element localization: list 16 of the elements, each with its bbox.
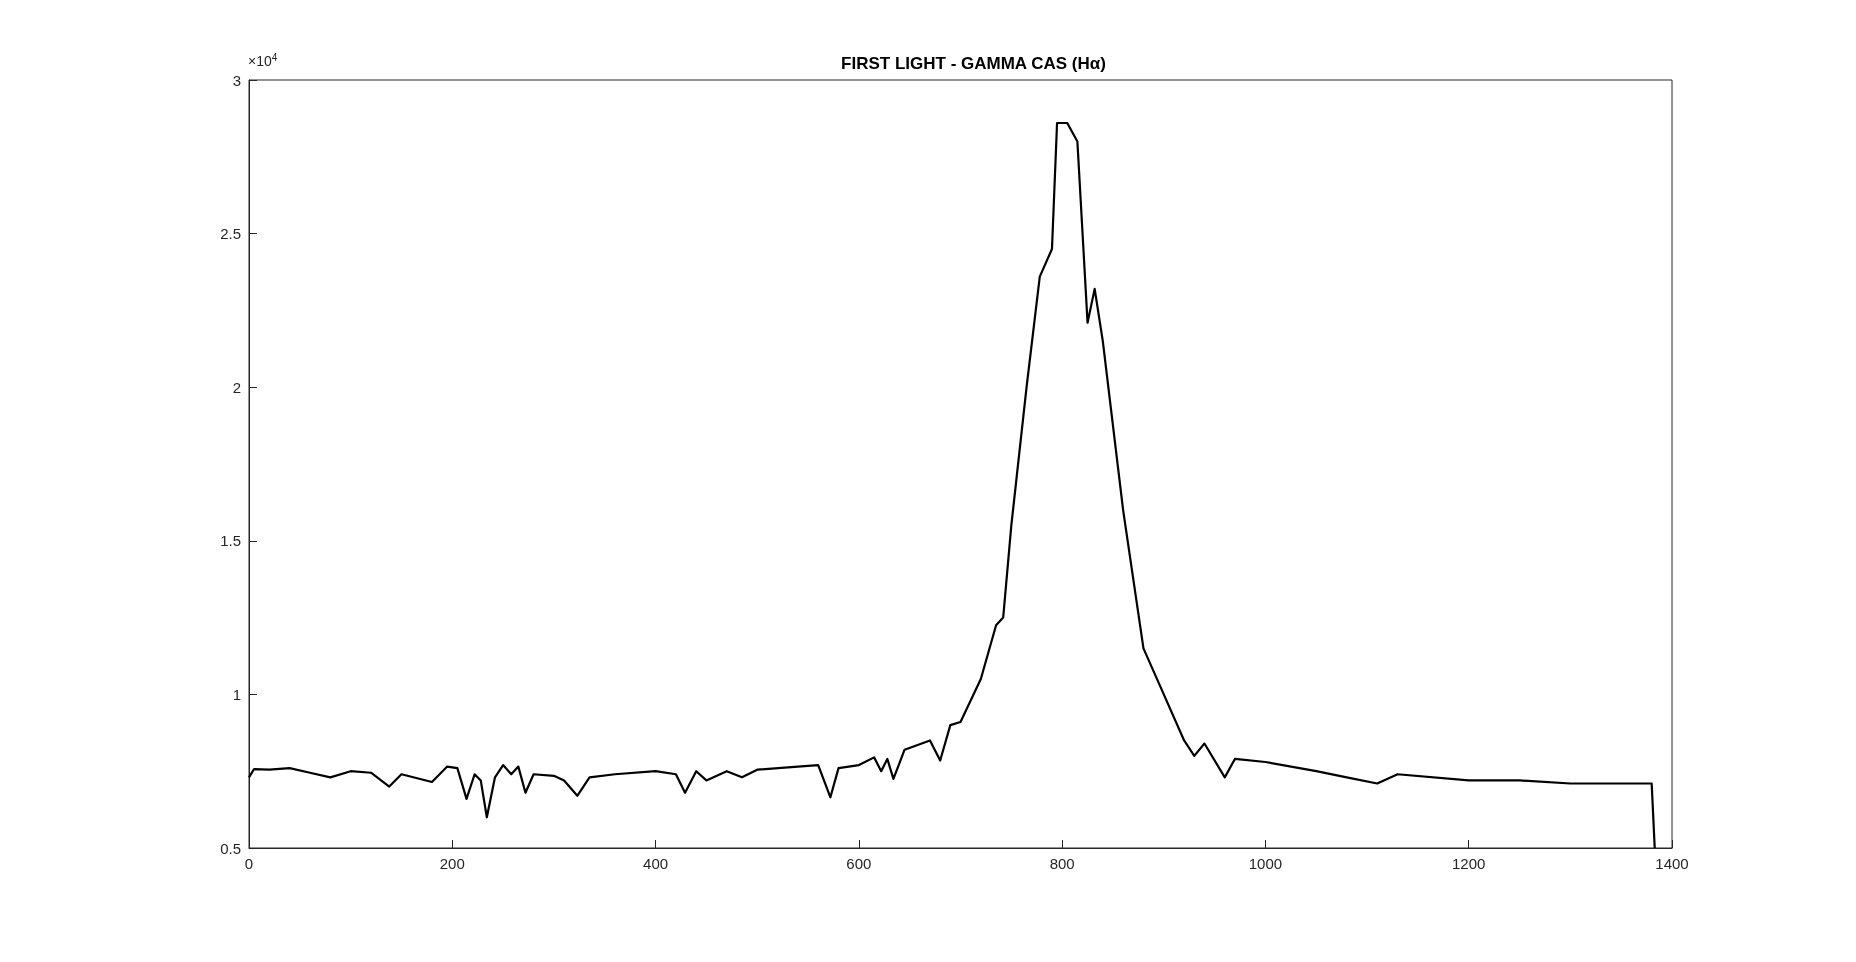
- x-tick-label: 600: [846, 855, 872, 872]
- y-tick-label: 0.5: [220, 839, 241, 857]
- y-tick-label: 1: [232, 685, 241, 703]
- line-series: [247, 121, 1656, 850]
- y-tick-label: 1.5: [220, 532, 241, 550]
- x-tick-label: 400: [643, 855, 669, 872]
- x-tick-label: 1000: [1248, 855, 1283, 872]
- x-tick-label: 0: [244, 855, 254, 872]
- chart-title: FIRST LIGHT - GAMMA CAS (Hα): [841, 54, 1106, 73]
- y-tick-label: 2.5: [220, 225, 241, 243]
- x-tick-label: 1200: [1452, 855, 1486, 872]
- x-tick-label: 800: [1049, 855, 1075, 872]
- y-tick-label: 3: [232, 71, 241, 89]
- y-tick-label: 2: [232, 378, 241, 396]
- x-tick-label: 200: [439, 855, 465, 872]
- x-tick-label: 1400: [1655, 855, 1689, 872]
